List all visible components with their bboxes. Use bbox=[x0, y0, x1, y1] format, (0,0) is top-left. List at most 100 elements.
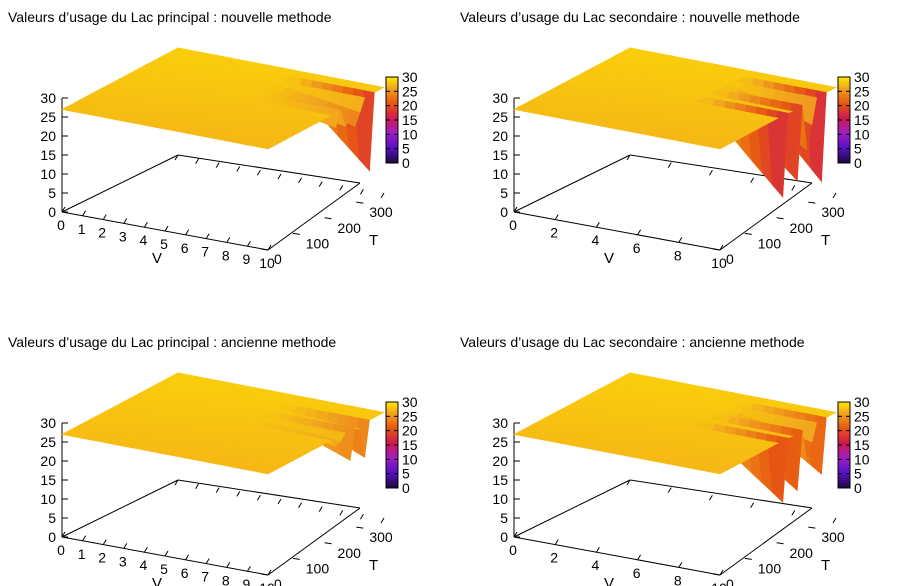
v-tick-mark bbox=[246, 565, 251, 572]
colorbar-tick-label: 25 bbox=[854, 83, 870, 99]
v-tick-mark-back bbox=[750, 177, 755, 184]
v-tick-label: 10 bbox=[259, 255, 275, 271]
z-tick-label: 20 bbox=[40, 128, 56, 144]
v-tick-mark-back bbox=[667, 487, 672, 493]
v-tick-label: 1 bbox=[78, 221, 86, 237]
colorbar-tick-label: 5 bbox=[402, 141, 410, 157]
v-tick-mark-back bbox=[298, 177, 303, 184]
v-tick-mark bbox=[102, 214, 107, 220]
colorbar-tick-label: 0 bbox=[402, 155, 410, 171]
z-tick-label: 25 bbox=[492, 434, 508, 450]
v-tick-mark bbox=[719, 244, 724, 251]
t-tick-label: 200 bbox=[338, 545, 362, 561]
v-tick-label: 6 bbox=[181, 565, 189, 581]
colorbar-tick-label: 5 bbox=[402, 466, 410, 482]
t-tick-mark bbox=[292, 232, 300, 235]
v-tick-label: 3 bbox=[119, 228, 127, 244]
colorbar-tick-label: 5 bbox=[854, 466, 862, 482]
chart-panel-4: Valeurs d’usage du Lac secondaire : anci… bbox=[460, 334, 870, 586]
z-tick-label: 30 bbox=[492, 415, 508, 431]
z-tick-label: 10 bbox=[492, 491, 508, 507]
colorbar-tick-label: 30 bbox=[402, 69, 418, 85]
chart-panel-1: Valeurs d’usage du Lac principal : nouve… bbox=[8, 9, 418, 271]
v-tick-mark bbox=[102, 539, 107, 545]
v-tick-label: 6 bbox=[633, 565, 641, 581]
v-tick-label: 10 bbox=[711, 580, 727, 586]
base-far-edge bbox=[177, 479, 361, 509]
v-tick-mark-back bbox=[832, 192, 837, 199]
t-tick-label: 200 bbox=[790, 220, 814, 236]
t-tick-mark bbox=[324, 542, 332, 545]
colorbar-tick-label: 15 bbox=[854, 437, 870, 453]
v-tick-label: 10 bbox=[259, 580, 275, 586]
colorbar-tick-label: 10 bbox=[854, 126, 870, 142]
v-tick-label: 4 bbox=[140, 557, 148, 573]
z-tick-label: 25 bbox=[40, 434, 56, 450]
colorbar-tick-label: 15 bbox=[402, 437, 418, 453]
t-tick-label: 100 bbox=[306, 235, 330, 251]
colorbar-tick-label: 15 bbox=[854, 112, 870, 128]
v-tick-label: 2 bbox=[550, 550, 558, 566]
t-tick-mark bbox=[808, 526, 816, 529]
v-tick-mark-back bbox=[832, 517, 837, 524]
v-tick-mark-back bbox=[256, 494, 261, 501]
t-tick-label: 0 bbox=[726, 251, 734, 267]
t-axis-line bbox=[267, 507, 361, 576]
v-tick-mark bbox=[61, 531, 66, 538]
z-tick-label: 15 bbox=[40, 472, 56, 488]
z-tick-label: 15 bbox=[492, 147, 508, 163]
v-axis-label: V bbox=[152, 575, 162, 586]
colorbar-tick-label: 25 bbox=[402, 83, 418, 99]
z-tick-label: 10 bbox=[40, 491, 56, 507]
z-tick-label: 15 bbox=[492, 472, 508, 488]
v-tick-mark-back bbox=[750, 502, 755, 509]
t-tick-label: 0 bbox=[274, 576, 282, 586]
v-tick-mark-back bbox=[215, 487, 220, 493]
v-tick-label: 6 bbox=[633, 240, 641, 256]
t-tick-mark bbox=[324, 217, 332, 220]
t-axis-label: T bbox=[369, 557, 378, 574]
z-tick-label: 0 bbox=[48, 529, 56, 545]
v-tick-mark bbox=[554, 214, 559, 220]
v-tick-mark-back bbox=[380, 192, 385, 199]
t-axis-label: T bbox=[369, 232, 378, 249]
z-tick-label: 5 bbox=[48, 185, 56, 201]
v-tick-label: 4 bbox=[140, 232, 148, 248]
colorbar-tick-label: 10 bbox=[402, 451, 418, 467]
v-tick-label: 5 bbox=[160, 561, 168, 577]
chart-title: Valeurs d’usage du Lac principal : nouve… bbox=[8, 9, 332, 25]
z-tick-label: 25 bbox=[492, 109, 508, 125]
base-far-edge bbox=[177, 154, 361, 184]
t-tick-mark bbox=[356, 201, 364, 204]
v-tick-label: 2 bbox=[98, 550, 106, 566]
v-tick-mark bbox=[205, 558, 210, 564]
colorbar-tick-label: 20 bbox=[854, 423, 870, 439]
v-tick-label: 2 bbox=[98, 225, 106, 241]
colorbar-tick-label: 0 bbox=[854, 155, 862, 171]
v-tick-label: 3 bbox=[119, 553, 127, 569]
colorbar-tick-label: 0 bbox=[854, 480, 862, 496]
t-tick-mark bbox=[744, 557, 752, 560]
t-tick-mark bbox=[744, 232, 752, 235]
v-tick-label: 10 bbox=[711, 255, 727, 271]
chart-title: Valeurs d’usage du Lac principal : ancie… bbox=[8, 334, 336, 350]
v-tick-label: 0 bbox=[57, 217, 65, 233]
v-tick-mark-back bbox=[236, 491, 241, 497]
v-tick-mark bbox=[267, 569, 272, 576]
v-tick-label: 2 bbox=[550, 225, 558, 241]
z-tick-label: 30 bbox=[492, 90, 508, 106]
v-tick-label: 9 bbox=[243, 576, 251, 586]
v-tick-mark-back bbox=[298, 502, 303, 509]
v-tick-label: 6 bbox=[181, 240, 189, 256]
v-axis-line bbox=[513, 536, 721, 576]
v-tick-mark bbox=[82, 210, 87, 217]
t-tick-label: 200 bbox=[790, 545, 814, 561]
chart-panel-3: Valeurs d’usage du Lac principal : ancie… bbox=[8, 334, 418, 586]
colorbar-tick-label: 0 bbox=[402, 480, 410, 496]
t-tick-mark bbox=[260, 573, 269, 576]
v-tick-mark bbox=[678, 237, 683, 243]
v-tick-mark-back bbox=[791, 185, 796, 191]
t-tick-mark bbox=[776, 217, 784, 220]
t-axis-line bbox=[719, 182, 813, 251]
